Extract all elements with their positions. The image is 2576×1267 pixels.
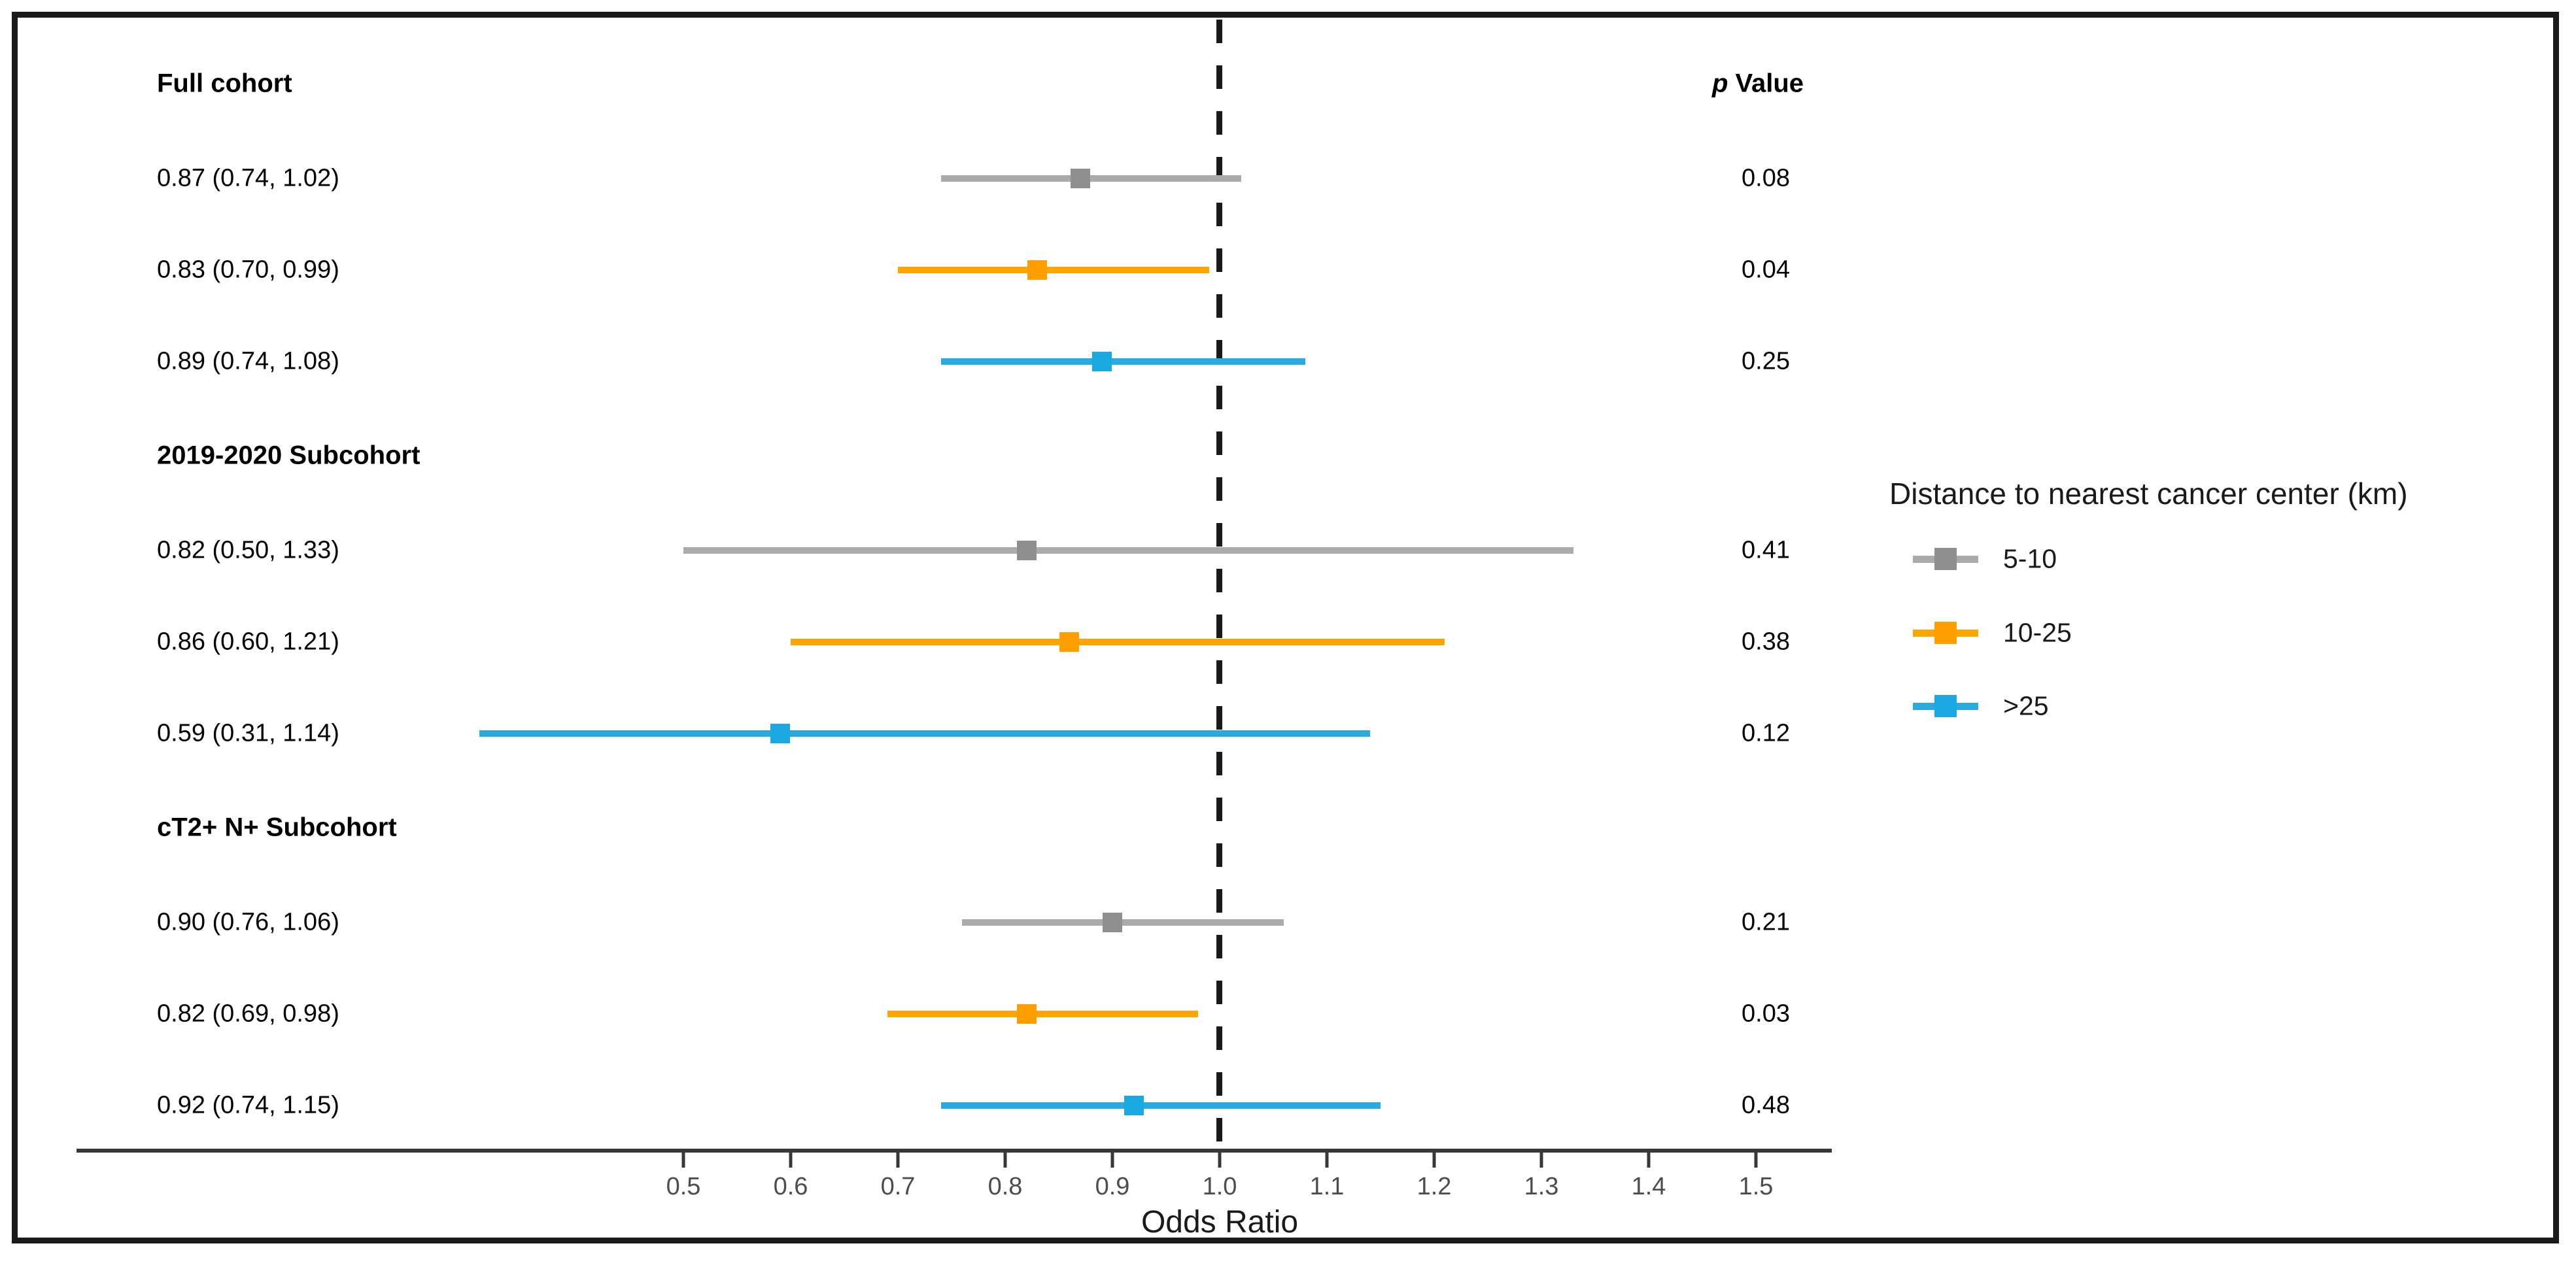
p-value-column-header: p Value [1712,69,1804,99]
axis-tick [1539,1151,1543,1168]
group-header: Full cohort [157,69,292,98]
p-value: 0.21 [1742,908,1790,936]
axis-tick [789,1151,793,1168]
reference-line [1216,20,1222,1149]
axis-tick [1325,1151,1329,1168]
p-value: 0.25 [1742,347,1790,375]
row-or-ci-label: 0.92 (0.74, 1.15) [157,1091,339,1119]
p-header-rest: Value [1728,69,1804,98]
axis-tick-label: 1.4 [1631,1173,1666,1200]
ci-error-bar [940,1102,1381,1109]
figure-border [12,12,2559,1243]
row-or-ci-label: 0.83 (0.70, 0.99) [157,256,339,284]
p-header-italic: p [1711,69,1728,98]
ci-error-bar [940,175,1241,182]
axis-tick [896,1151,900,1168]
or-point-marker [1016,541,1037,560]
or-point-marker [1124,1096,1144,1115]
ci-error-bar [479,730,1370,737]
ci-error-bar [887,1011,1199,1017]
legend-key-square [1934,695,1957,717]
axis-tick-label: 0.8 [987,1173,1023,1200]
row-or-ci-label: 0.86 (0.60, 1.21) [157,628,339,656]
axis-tick [1754,1151,1758,1168]
x-axis-line [77,1149,1832,1153]
axis-tick-label: 1.1 [1309,1173,1345,1200]
axis-tick [1218,1151,1222,1168]
axis-tick [1432,1151,1436,1168]
row-or-ci-label: 0.89 (0.74, 1.08) [157,347,339,375]
legend-item-label: >25 [2003,690,2049,721]
ci-error-bar [683,547,1574,554]
axis-tick-label: 1.5 [1738,1173,1774,1200]
axis-tick-label: 0.5 [666,1173,701,1200]
axis-tick [1003,1151,1007,1168]
row-or-ci-label: 0.82 (0.69, 0.98) [157,1000,339,1028]
ci-error-bar [962,919,1284,926]
axis-tick-label: 1.3 [1524,1173,1559,1200]
p-value: 0.08 [1742,164,1790,192]
ci-error-bar [898,267,1209,273]
legend-item-label: 10-25 [2003,617,2072,648]
axis-tick [1647,1151,1651,1168]
legend-key-1 [1913,547,1978,571]
axis-tick-label: 0.9 [1095,1173,1130,1200]
ci-error-bar [940,358,1306,365]
axis-tick [1110,1151,1114,1168]
group-header: cT2+ N+ Subcohort [157,813,397,842]
legend-title: Distance to nearest cancer center (km) [1889,477,2408,511]
or-point-marker [1103,913,1122,932]
p-value: 0.38 [1742,628,1790,656]
legend-key-square [1934,622,1957,644]
or-point-marker [1027,260,1048,280]
or-point-marker [1070,169,1090,188]
row-or-ci-label: 0.82 (0.50, 1.33) [157,536,339,564]
p-value: 0.04 [1742,256,1790,284]
legend-key-3 [1913,694,1978,718]
p-value: 0.48 [1742,1091,1790,1119]
or-point-marker [770,724,790,743]
axis-tick-label: 0.7 [880,1173,916,1200]
or-point-marker [1091,352,1112,371]
legend-key-2 [1913,621,1978,645]
ci-error-bar [791,639,1445,645]
row-or-ci-label: 0.87 (0.74, 1.02) [157,164,339,192]
or-point-marker [1059,632,1080,652]
row-or-ci-label: 0.59 (0.31, 1.14) [157,719,339,747]
axis-tick-label: 1.0 [1202,1173,1237,1200]
legend-key-square [1934,548,1957,570]
axis-tick-label: 0.6 [773,1173,808,1200]
group-header: 2019-2020 Subcohort [157,441,421,470]
row-or-ci-label: 0.90 (0.76, 1.06) [157,908,339,936]
p-value: 0.03 [1742,1000,1790,1028]
x-axis-title: Odds Ratio [1141,1205,1299,1240]
or-point-marker [1016,1004,1037,1024]
p-value: 0.12 [1742,719,1790,747]
axis-tick-label: 1.2 [1417,1173,1452,1200]
legend-item-label: 5-10 [2003,543,2057,574]
axis-tick [681,1151,685,1168]
p-value: 0.41 [1742,536,1790,564]
